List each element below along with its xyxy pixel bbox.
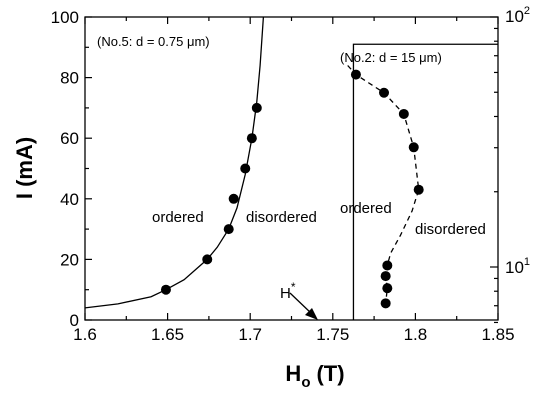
y-tick-label: 40 bbox=[60, 190, 79, 209]
data-point-no5 bbox=[202, 254, 213, 265]
x-axis-title-sub: o bbox=[301, 374, 310, 391]
label-hstar: H* bbox=[280, 280, 296, 302]
data-point-no5 bbox=[251, 102, 262, 113]
label-left-disordered: disordered bbox=[246, 209, 317, 226]
data-point-no2 bbox=[398, 108, 409, 119]
y-tick-label: 80 bbox=[60, 69, 79, 88]
x-axis-title-unit: (T) bbox=[316, 361, 344, 386]
hstar-arrow bbox=[289, 292, 318, 320]
right-axis-label-high: 102 bbox=[505, 5, 530, 26]
x-tick-label: 1.75 bbox=[316, 325, 349, 344]
fit-curve-solid bbox=[84, 16, 265, 309]
y-axis-ticks: 0 20 40 60 80 100 bbox=[51, 8, 92, 330]
y-tick-label: 60 bbox=[60, 129, 79, 148]
right-axis-label-high-exp: 2 bbox=[524, 5, 530, 17]
label-hstar-sup: * bbox=[291, 280, 296, 294]
right-axis-ticks bbox=[490, 16, 498, 324]
right-axis-label-low-base: 10 bbox=[505, 258, 524, 277]
data-points bbox=[160, 69, 424, 309]
x-tick-label: 1.6 bbox=[73, 325, 97, 344]
data-point-no5 bbox=[223, 224, 234, 235]
inset-frame-line bbox=[352, 43, 498, 320]
data-point-no5 bbox=[246, 133, 257, 144]
right-axis-label-low: 101 bbox=[505, 256, 530, 277]
data-point-no2 bbox=[380, 298, 391, 309]
data-point-no5 bbox=[240, 163, 251, 174]
x-tick-label: 1.65 bbox=[151, 325, 184, 344]
y-axis-title: I (mA) bbox=[12, 137, 37, 199]
x-tick-label: 1.7 bbox=[238, 325, 262, 344]
panel-tag-left: (No.5: d = 0.75 μm) bbox=[97, 34, 210, 49]
y-tick-label: 0 bbox=[70, 311, 79, 330]
right-axis-label-high-base: 10 bbox=[505, 7, 524, 26]
y-tick-label: 20 bbox=[60, 250, 79, 269]
data-point-no5 bbox=[228, 193, 239, 204]
x-axis-ticks: 1.6 1.65 1.7 1.75 1.8 1.85 bbox=[73, 17, 515, 344]
x-tick-label: 1.85 bbox=[481, 325, 514, 344]
data-point-no2 bbox=[379, 87, 390, 98]
data-point-no2 bbox=[380, 271, 391, 282]
label-hstar-main: H bbox=[280, 285, 291, 302]
x-axis-title-main: H bbox=[285, 361, 301, 386]
label-right-ordered: ordered bbox=[340, 200, 392, 217]
label-left-ordered: ordered bbox=[152, 209, 204, 226]
inset-plot-frame bbox=[352, 43, 498, 320]
data-point-no2 bbox=[382, 283, 393, 294]
data-point-no2 bbox=[408, 142, 419, 153]
y-tick-label: 100 bbox=[51, 8, 79, 27]
data-point-no2 bbox=[350, 69, 361, 80]
right-axis-label-low-exp: 1 bbox=[524, 256, 530, 268]
x-tick-label: 1.8 bbox=[404, 325, 428, 344]
panel-tag-right: (No.2: d = 15 μm) bbox=[340, 50, 442, 65]
data-point-no2 bbox=[413, 184, 424, 195]
data-point-no2 bbox=[382, 260, 393, 271]
label-right-disordered: disordered bbox=[415, 221, 486, 238]
x-axis-title: Ho (T) bbox=[285, 361, 344, 391]
data-point-no5 bbox=[160, 284, 171, 295]
